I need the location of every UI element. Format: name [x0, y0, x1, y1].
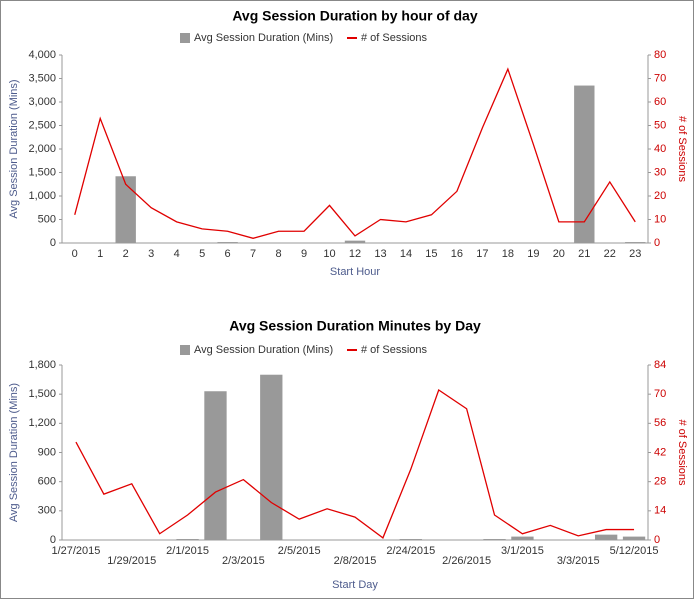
y2-tick-label: 70 [654, 72, 666, 84]
y-tick-label: 1,500 [28, 166, 56, 178]
legend-label: # of Sessions [361, 344, 428, 356]
chart-title: Avg Session Duration by hour of day [232, 8, 478, 24]
y2-tick-label: 80 [654, 49, 666, 61]
y-tick-label: 1,500 [28, 388, 56, 400]
y-tick-label: 1,200 [28, 417, 56, 429]
bar [204, 391, 227, 540]
y2-tick-label: 28 [654, 476, 666, 488]
x-tick-label: 2 [123, 248, 129, 260]
bar [176, 539, 199, 540]
x-tick-label: 2/1/2015 [166, 545, 209, 557]
x-tick-label: 1/27/2015 [51, 545, 100, 557]
legend-label: # of Sessions [361, 32, 428, 44]
y-tick-label: 4,000 [28, 49, 56, 61]
x-tick-label: 3/1/2015 [501, 545, 544, 557]
bar [483, 539, 506, 540]
y-tick-label: 900 [38, 446, 56, 458]
bar [511, 536, 534, 540]
y-tick-label: 0 [50, 534, 56, 546]
y-axis-title: Avg Session Duration (Mins) [8, 79, 20, 218]
x-tick-label: 9 [301, 248, 307, 260]
y-tick-label: 0 [50, 237, 56, 249]
line [75, 388, 635, 539]
y-tick-label: 3,500 [28, 72, 56, 84]
y-tick-label: 3,000 [28, 96, 56, 108]
y-tick-label: 1,000 [28, 190, 56, 202]
x-tick-label: 2/5/2015 [278, 545, 321, 557]
x-tick-label: 12 [349, 248, 361, 260]
y-tick-label: 2,500 [28, 119, 56, 131]
y2-axis-title: # of Sessions [676, 419, 688, 486]
x-tick-label: 16 [451, 248, 463, 260]
x-tick-label: 2/8/2015 [334, 555, 377, 567]
x-tick-label: 22 [604, 248, 616, 260]
x-tick-label: 19 [527, 248, 539, 260]
x-tick-label: 3/3/2015 [557, 555, 600, 567]
x-tick-label: 18 [502, 248, 514, 260]
x-tick-label: 10 [323, 248, 335, 260]
x-axis-title: Start Hour [330, 266, 380, 278]
line [74, 67, 636, 239]
bar [115, 176, 136, 243]
legend-label: Avg Session Duration (Mins) [194, 344, 333, 356]
y2-tick-label: 14 [654, 505, 666, 517]
bar [594, 534, 618, 540]
chart-title: Avg Session Duration Minutes by Day [229, 318, 481, 334]
legend-swatch [180, 345, 190, 355]
x-tick-label: 13 [374, 248, 386, 260]
y2-axis-title: # of Sessions [676, 116, 688, 183]
x-tick-label: 5 [199, 248, 205, 260]
bar [625, 242, 646, 243]
bar [574, 85, 595, 243]
bar [344, 240, 366, 243]
legend-swatch [180, 33, 190, 43]
x-tick-label: 23 [629, 248, 641, 260]
y-tick-label: 500 [38, 213, 56, 225]
x-axis-title: Start Day [332, 579, 378, 591]
x-tick-label: 8 [276, 248, 282, 260]
bar [399, 539, 422, 540]
y2-tick-label: 42 [654, 446, 666, 458]
x-tick-label: 0 [72, 248, 78, 260]
bar [217, 242, 238, 243]
x-tick-label: 1 [97, 248, 103, 260]
x-tick-label: 2/24/2015 [386, 545, 435, 557]
y-tick-label: 600 [38, 476, 56, 488]
y-axis-title: Avg Session Duration (Mins) [8, 383, 20, 522]
y-tick-label: 1,800 [28, 359, 56, 371]
legend-label: Avg Session Duration (Mins) [194, 32, 333, 44]
x-tick-label: 7 [250, 248, 256, 260]
x-tick-label: 5/12/2015 [610, 545, 659, 557]
x-tick-label: 2/3/2015 [222, 555, 265, 567]
y2-tick-label: 60 [654, 96, 666, 108]
x-tick-label: 4 [174, 248, 180, 260]
y-tick-label: 300 [38, 505, 56, 517]
y2-tick-label: 40 [654, 143, 666, 155]
bar [260, 374, 283, 540]
bar [622, 536, 646, 540]
x-tick-label: 14 [400, 248, 412, 260]
y2-tick-label: 30 [654, 166, 666, 178]
y2-tick-label: 0 [654, 237, 660, 249]
y2-tick-label: 70 [654, 388, 666, 400]
x-tick-label: 17 [476, 248, 488, 260]
y2-tick-label: 10 [654, 213, 666, 225]
y2-tick-label: 84 [654, 359, 666, 371]
x-tick-label: 3 [148, 248, 154, 260]
y2-tick-label: 0 [654, 534, 660, 546]
x-tick-label: 6 [225, 248, 231, 260]
y2-tick-label: 20 [654, 190, 666, 202]
y2-tick-label: 56 [654, 417, 666, 429]
x-tick-label: 1/29/2015 [107, 555, 156, 567]
x-tick-label: 21 [578, 248, 590, 260]
y2-tick-label: 50 [654, 119, 666, 131]
y-tick-label: 2,000 [28, 143, 56, 155]
x-tick-label: 2/26/2015 [442, 555, 491, 567]
x-tick-label: 15 [425, 248, 437, 260]
x-tick-label: 20 [553, 248, 565, 260]
